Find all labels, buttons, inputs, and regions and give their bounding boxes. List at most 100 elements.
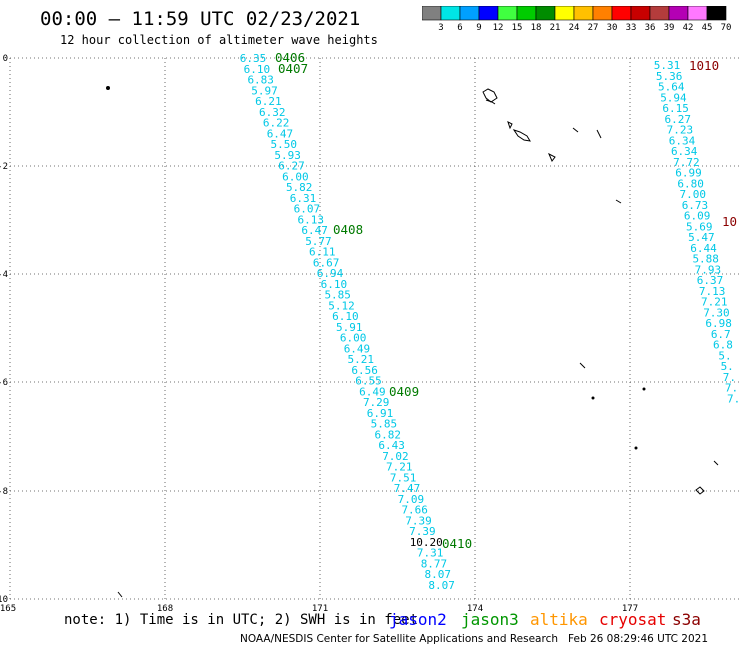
wave-height-value: 6.35 (240, 52, 267, 65)
wave-height-value: 7.30 (703, 306, 730, 319)
wave-height-value: 7.21 (386, 461, 413, 474)
colorbar-label: 36 (644, 23, 656, 33)
wave-height-value: 7. (725, 382, 738, 395)
wave-height-value: 7.47 (394, 482, 421, 495)
wave-height-value: 6.80 (677, 177, 704, 190)
credit-agency: NOAA/NESDIS Center for Satellite Applica… (240, 633, 558, 645)
island (106, 86, 110, 90)
island (634, 446, 638, 450)
colorbar-label: 3 (438, 23, 444, 33)
wave-height-value: 6.7 (711, 328, 731, 341)
wave-height-value: 6.47 (267, 127, 294, 140)
colorbar-label: 70 (720, 23, 732, 33)
wave-height-value: 8.77 (421, 557, 448, 570)
wave-height-value: 6.49 (344, 342, 371, 355)
island (485, 99, 496, 105)
pass-time-label: 0407 (278, 61, 308, 76)
wave-height-value: 6.82 (375, 428, 402, 441)
colorbar-swatch (706, 6, 727, 21)
y-tick-label: -2 (0, 162, 8, 172)
wave-height-value: 6.27 (278, 160, 305, 173)
wave-height-value: 7.23 (667, 124, 694, 137)
island (572, 127, 579, 133)
island (512, 129, 531, 142)
island (579, 362, 586, 369)
wave-height-value: 6.15 (662, 102, 689, 115)
wave-height-value: 6.73 (682, 199, 709, 212)
wave-height-value: 7. (723, 371, 736, 384)
island (507, 121, 513, 130)
wave-height-value: 5.94 (660, 91, 687, 104)
wave-height-value: 6.47 (301, 224, 328, 237)
satellite-label-altika: altika (530, 610, 588, 629)
wave-height-value: 5.82 (286, 181, 313, 194)
wave-height-value: 6.31 (290, 192, 317, 205)
wave-height-value: 6.10 (332, 310, 359, 323)
wave-height-value: 7.02 (382, 450, 409, 463)
wave-height-value: 6.34 (671, 145, 698, 158)
wave-height-value: 7.39 (409, 525, 436, 538)
map-title: 00:00 – 11:59 UTC 02/23/2021 (40, 8, 361, 30)
wave-height-value: 7.21 (701, 296, 728, 309)
credit-timestamp: Feb 26 08:29:46 UTC 2021 (568, 633, 709, 645)
wave-height-value: 5.85 (324, 289, 351, 302)
wave-height-value: 7.29 (363, 396, 390, 409)
wave-height-value: 6.10 (321, 278, 348, 291)
pass-time-label: 1010 (689, 58, 719, 73)
wave-height-value: 7.51 (390, 471, 417, 484)
wave-height-value: 6.49 (359, 385, 386, 398)
x-tick-label: 171 (312, 604, 328, 614)
wave-height-value: 5. (718, 349, 731, 362)
wave-height-value: 5.93 (274, 149, 301, 162)
wave-height-value: 6.67 (313, 256, 340, 269)
island (615, 199, 622, 204)
y-tick-label: -4 (0, 270, 8, 280)
wave-height-value: 5.47 (688, 231, 715, 244)
satellite-label-jason3: jason3 (461, 610, 519, 629)
y-tick-label: -6 (0, 378, 8, 388)
wave-height-value: 5.12 (328, 299, 355, 312)
pass-time-label: 0406 (275, 50, 305, 65)
wave-height-value: 6.27 (665, 113, 692, 126)
wave-height-value: 5.64 (658, 81, 685, 94)
pass-time-label: 0410 (442, 536, 472, 551)
x-tick-label: 168 (157, 604, 173, 614)
pass-time-label: 10 (722, 214, 737, 229)
wave-height-value: 6.13 (298, 213, 325, 226)
island (713, 460, 719, 466)
wave-height-value: 6.00 (282, 170, 309, 183)
wave-height-value: 6.98 (705, 317, 732, 330)
footer-note: note: 1) Time is in UTC; 2) SWH is in fe… (64, 612, 419, 628)
y-tick-label: 0 (3, 54, 8, 64)
wave-height-value: 6.07 (294, 203, 321, 216)
land-features (106, 86, 719, 598)
wave-height-value: 6.83 (247, 74, 274, 87)
island (482, 88, 498, 103)
x-tick-label: 174 (467, 604, 483, 614)
island (596, 129, 602, 139)
wave-height-value: 5.36 (656, 70, 683, 83)
wave-height-value: 5.69 (686, 220, 713, 233)
wave-height-value: 6.11 (309, 246, 336, 259)
wave-height-value: 7.93 (695, 263, 722, 276)
wave-height-value: 5.21 (348, 353, 375, 366)
map-subtitle: 12 hour collection of altimeter wave hei… (60, 33, 378, 47)
colorbar-label: 12 (492, 23, 504, 33)
wave-height-colorbar (422, 6, 727, 21)
wave-height-value: 7.09 (398, 493, 425, 506)
wave-height-value: 7.66 (401, 504, 428, 517)
wave-height-value: 5.31 (654, 59, 681, 72)
wave-height-value: 7.39 (405, 514, 432, 527)
colorbar-label: 6 (457, 23, 463, 33)
wave-height-value: 5.50 (271, 138, 298, 151)
wave-height-value: 6.91 (367, 407, 394, 420)
wave-height-value: 8.07 (425, 568, 452, 581)
colorbar-label: 21 (549, 23, 561, 33)
wave-height-value: 6.99 (675, 167, 702, 180)
colorbar-label: 18 (530, 23, 542, 33)
colorbar-label: 9 (476, 23, 482, 33)
x-tick-label: 177 (622, 604, 638, 614)
wave-height-value: 5.77 (305, 235, 332, 248)
wave-height-value: 6.00 (340, 332, 367, 345)
